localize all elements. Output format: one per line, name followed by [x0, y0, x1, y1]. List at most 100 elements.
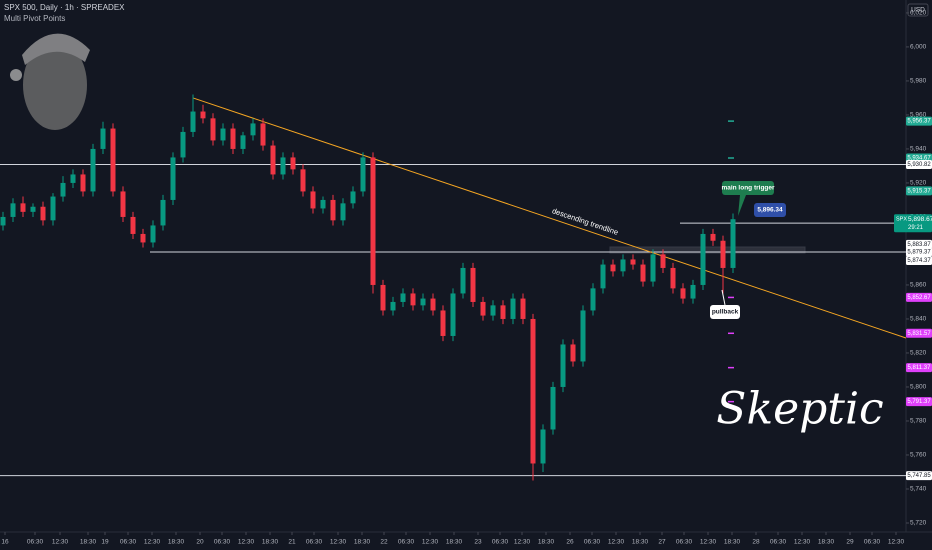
- candle-body: [550, 386, 556, 430]
- annotation-box: [710, 305, 740, 319]
- candle-body: [180, 131, 186, 158]
- x-tick-label: 18:30: [262, 539, 279, 546]
- current-symbol: SPX: [896, 217, 907, 223]
- candle-body: [570, 344, 576, 362]
- candle-body: [420, 298, 426, 306]
- x-tick-label: 06:30: [214, 539, 231, 546]
- candle-body: [390, 301, 396, 311]
- candle-body: [210, 118, 216, 141]
- candle-body: [200, 111, 206, 119]
- x-tick-label: 06:30: [584, 539, 601, 546]
- price-label: 5,811.37: [908, 365, 932, 371]
- x-tick-label: 18:30: [818, 539, 835, 546]
- x-tick-label: 18:30: [80, 539, 97, 546]
- avatar: [10, 33, 90, 130]
- candle-body: [190, 111, 196, 132]
- candle-body: [230, 128, 236, 149]
- candle-body: [680, 288, 686, 299]
- x-tick-label: 18:30: [168, 539, 185, 546]
- x-tick-label: 12:30: [238, 539, 255, 546]
- current-price: 5,898.67: [908, 216, 932, 223]
- candle-body: [660, 254, 666, 268]
- candle-body: [650, 254, 656, 282]
- x-tick-label: 18:30: [446, 539, 463, 546]
- price-label-bg: [906, 247, 932, 257]
- candle-body: [640, 264, 646, 282]
- x-tick-label: 16: [1, 539, 9, 546]
- y-tick-label: 5,820: [910, 350, 927, 357]
- price-label-bg: [906, 292, 932, 302]
- y-tick-label: 5,920: [910, 180, 927, 187]
- candle-body: [260, 123, 266, 146]
- annotation-pointer: [721, 289, 726, 306]
- price-label: 5,930.82: [907, 162, 931, 168]
- indicator-name: Multi Pivot Points: [4, 14, 65, 23]
- candle-body: [270, 145, 276, 175]
- x-tick-label: 06:30: [492, 539, 509, 546]
- annotation: main long trigger: [721, 185, 775, 192]
- trendline: [192, 97, 907, 339]
- candle-body: [60, 182, 66, 197]
- currency-box: [907, 3, 929, 17]
- candle-body: [150, 225, 156, 243]
- price-label: 5,747.85: [907, 473, 931, 479]
- price-label-bg: [906, 160, 932, 170]
- candle-body: [520, 298, 526, 319]
- y-tick-label: 5,740: [910, 486, 927, 493]
- candle-body: [160, 199, 166, 226]
- candle-body: [470, 267, 476, 302]
- y-tick-label: 5,860: [910, 282, 927, 289]
- x-tick-label: 06:30: [120, 539, 137, 546]
- y-tick-label: 5,720: [910, 520, 927, 527]
- x-tick-label: 18:30: [538, 539, 555, 546]
- price-label: 5,791.37: [907, 399, 931, 405]
- candle-body: [710, 233, 716, 241]
- price-label-bg: [906, 328, 932, 338]
- x-tick-label: 20: [196, 539, 204, 546]
- x-tick-label: 21: [288, 539, 296, 546]
- y-tick-label: 5,960: [910, 112, 927, 119]
- candle-body: [90, 148, 96, 192]
- x-tick-label: 12:30: [422, 539, 439, 546]
- y-tick-label: 5,780: [910, 418, 927, 425]
- x-tick-label: 18:30: [724, 539, 741, 546]
- candle-body: [250, 123, 256, 136]
- candle-body: [290, 157, 296, 170]
- price-label-bg: [906, 186, 932, 196]
- candle-body: [600, 264, 606, 289]
- x-tick-label: 23: [474, 539, 482, 546]
- candle-body: [510, 298, 516, 319]
- annotation-box: [754, 203, 786, 217]
- price-label-bg: [906, 239, 932, 249]
- x-tick-label: 12:30: [330, 539, 347, 546]
- candle-body: [110, 128, 116, 192]
- candle-body: [610, 264, 616, 272]
- price-label: 5,934.67: [907, 156, 931, 162]
- x-tick-label: 12:30: [52, 539, 69, 546]
- price-label: 5,831.57: [907, 331, 931, 337]
- candle-body: [350, 191, 356, 204]
- candle-body: [70, 174, 76, 183]
- candle-body: [0, 216, 6, 226]
- candle-body: [30, 206, 36, 212]
- countdown: 29:21: [908, 225, 924, 231]
- price-label-bg: [906, 256, 932, 266]
- annotation: pullback: [712, 309, 739, 316]
- candle-body: [300, 169, 306, 192]
- candle-body: [500, 305, 506, 319]
- candle-body: [240, 135, 246, 149]
- candle-body: [580, 310, 586, 362]
- x-tick-label: 12:30: [888, 539, 905, 546]
- y-tick-label: 5,760: [910, 452, 927, 459]
- price-label: 5,879.37: [907, 250, 931, 256]
- x-tick-label: 12:30: [514, 539, 531, 546]
- x-tick-label: 06:30: [27, 539, 44, 546]
- candle-body: [360, 157, 366, 192]
- candle-body: [220, 128, 226, 141]
- x-tick-label: 12:30: [794, 539, 811, 546]
- price-label: 5,956.37: [907, 119, 931, 125]
- candle-body: [540, 429, 546, 464]
- candle-body: [80, 174, 86, 192]
